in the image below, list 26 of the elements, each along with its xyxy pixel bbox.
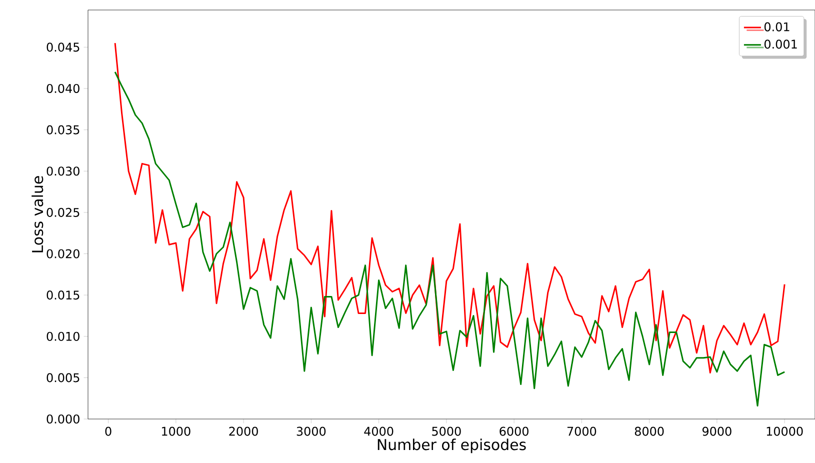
x-tick-label: 1000 bbox=[162, 426, 190, 436]
y-tick-label: 0.035 bbox=[46, 125, 80, 134]
x-tick-label: 8000 bbox=[634, 426, 664, 436]
y-tick-label: 0.030 bbox=[46, 166, 80, 176]
y-tick-label: 0.005 bbox=[46, 373, 80, 382]
y-tick-label: 0.025 bbox=[46, 208, 80, 217]
y-tick-label: 0.020 bbox=[46, 249, 80, 258]
x-axis-title: Number of episodes bbox=[378, 438, 526, 454]
x-tick-label: 2000 bbox=[229, 426, 258, 436]
x-tick-label: 7000 bbox=[567, 426, 596, 436]
x-tick-label: 9000 bbox=[702, 426, 732, 436]
x-tick-label: 6000 bbox=[500, 426, 528, 436]
y-tick-label: 0.045 bbox=[46, 42, 80, 52]
y-tick-label: 0.040 bbox=[46, 84, 80, 94]
x-tick-label: 10000 bbox=[766, 426, 803, 436]
legend-label: 0.01 bbox=[764, 22, 790, 32]
y-axis-title: Loss value bbox=[32, 176, 44, 252]
line-series bbox=[114, 71, 786, 407]
y-tick-label: 0.015 bbox=[46, 290, 80, 300]
x-tick-label: 0 bbox=[105, 426, 112, 436]
legend-label: 0.001 bbox=[764, 40, 797, 49]
x-tick-label: 3000 bbox=[296, 426, 326, 436]
y-tick-label: 0.010 bbox=[46, 332, 80, 341]
x-tick-label: 5000 bbox=[432, 426, 461, 436]
x-tick-label: 4000 bbox=[364, 426, 394, 436]
y-tick-label: 0.000 bbox=[46, 414, 80, 424]
